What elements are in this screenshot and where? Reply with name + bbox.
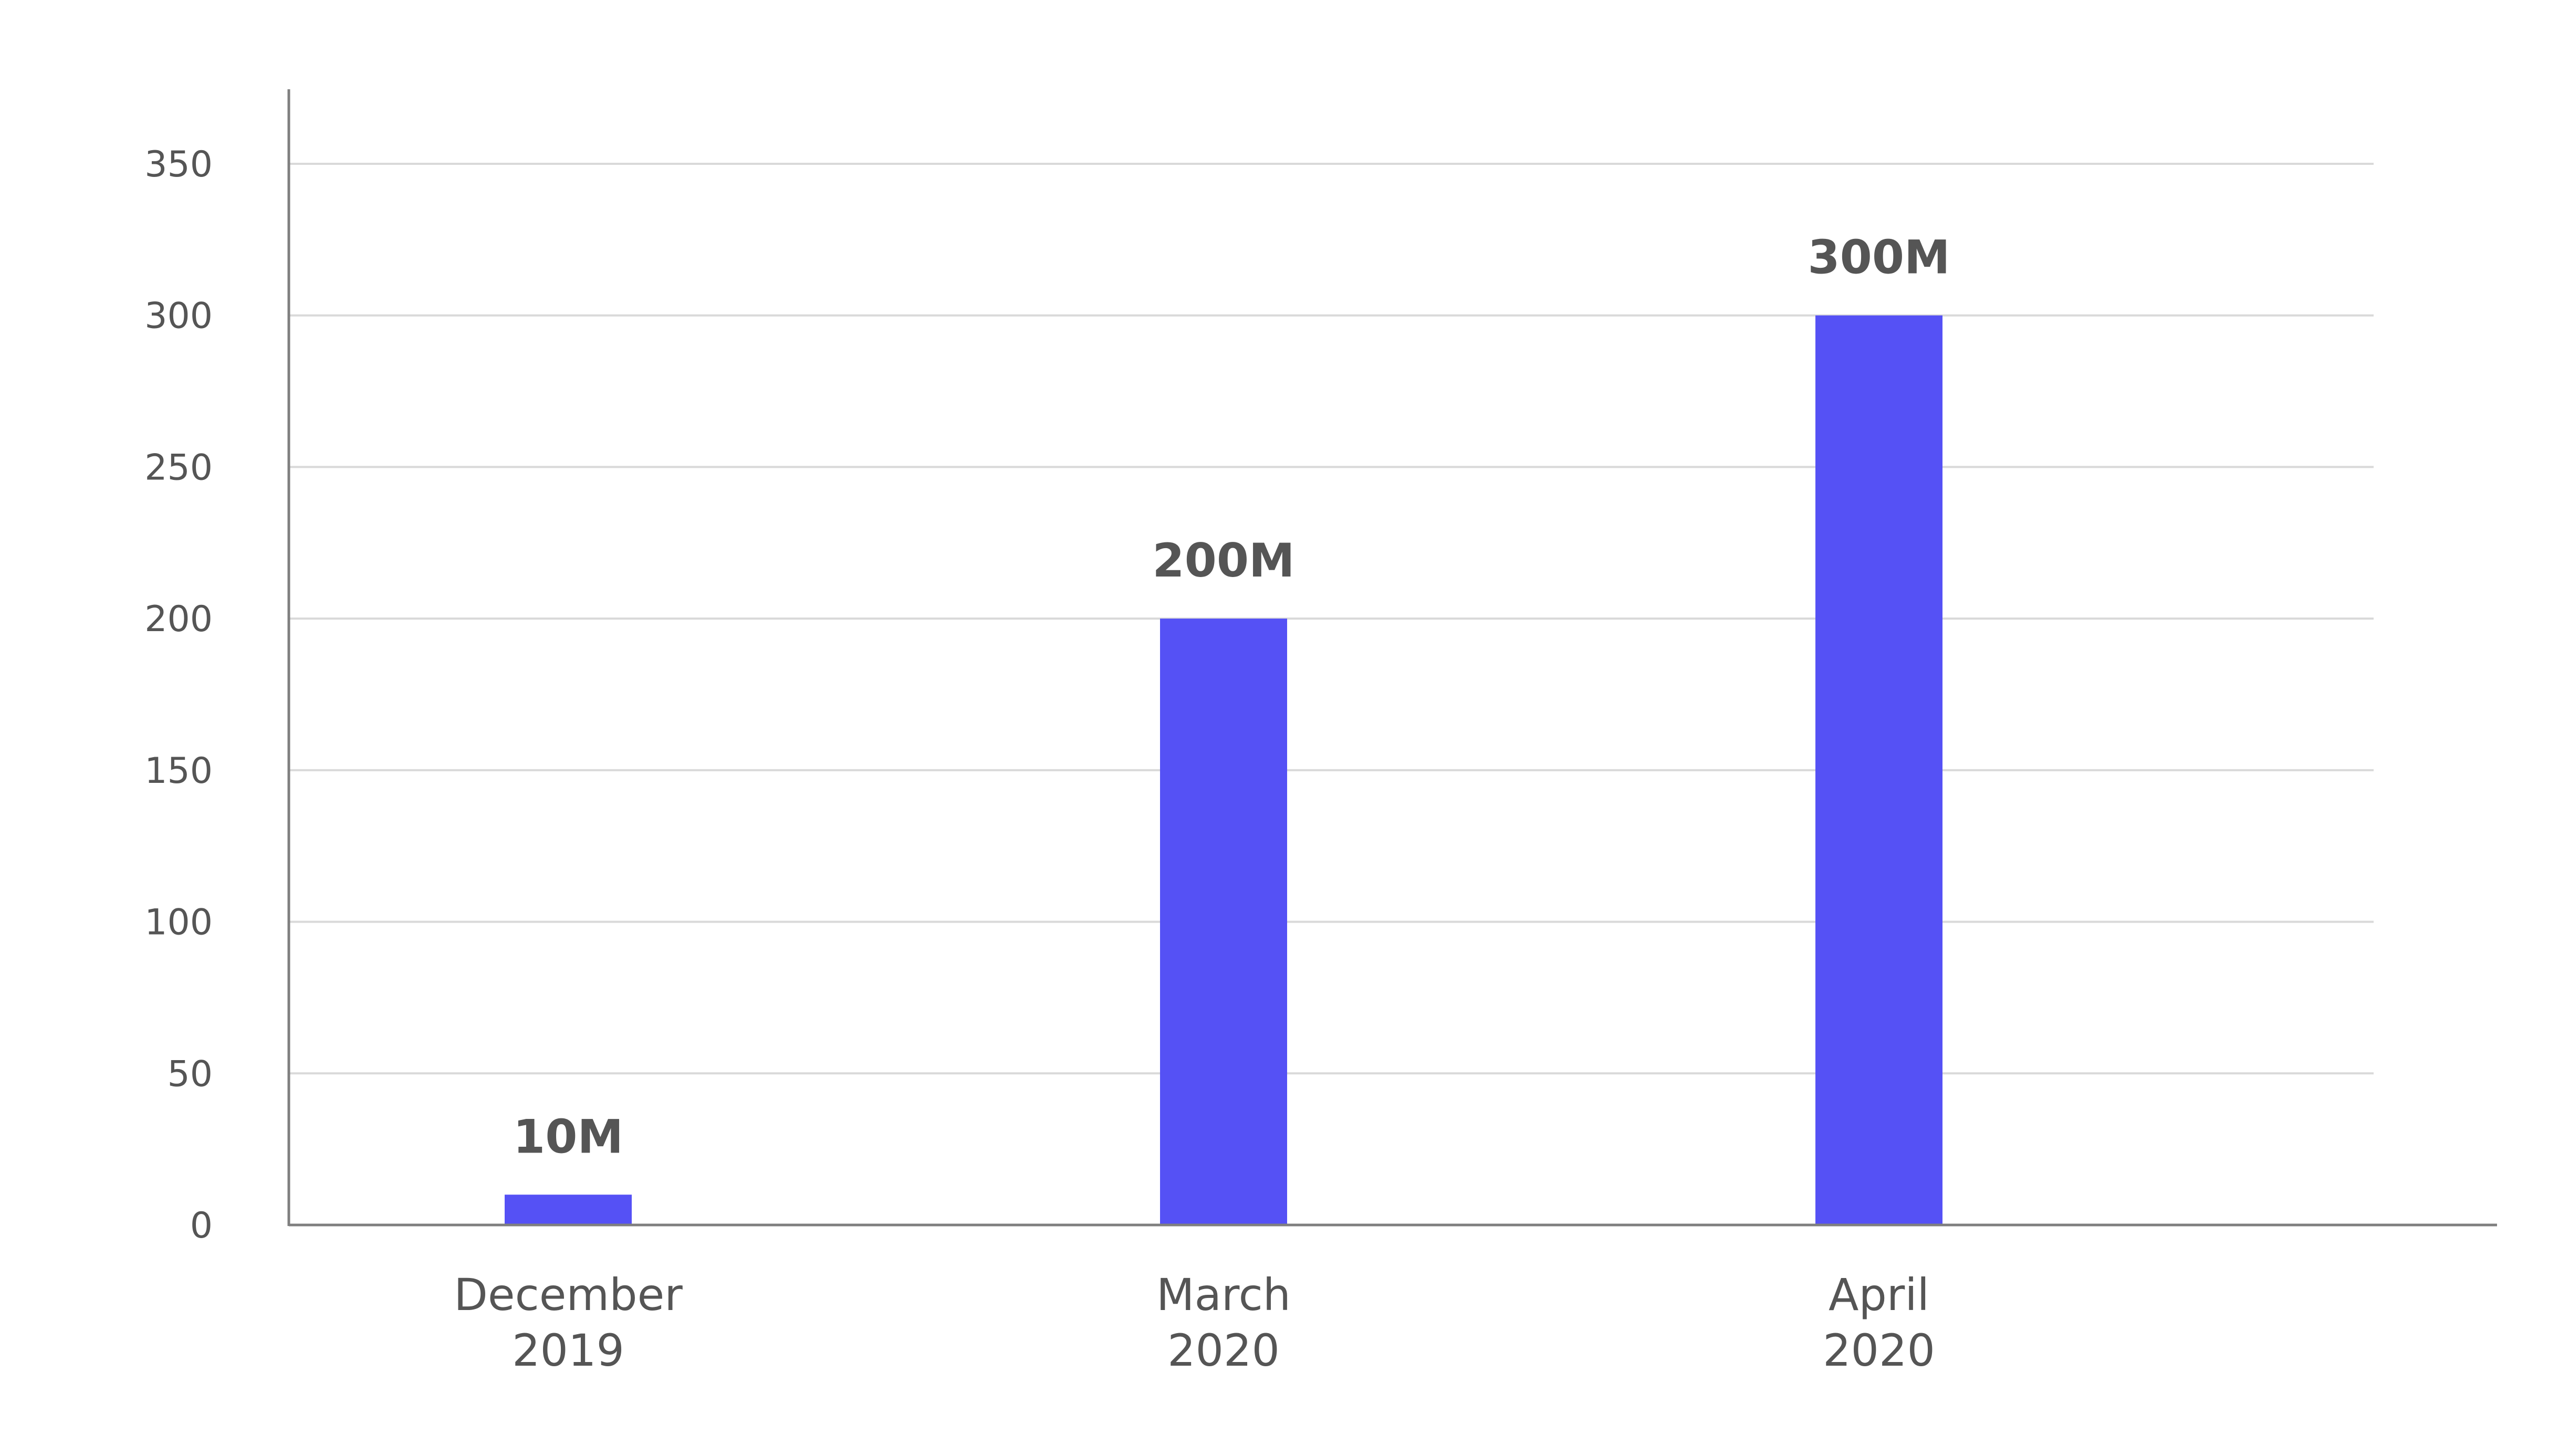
y-tick-label: 100 — [144, 902, 213, 944]
bar — [1815, 315, 1942, 1225]
y-tick-label: 200 — [144, 599, 213, 640]
y-tick-label: 0 — [190, 1205, 213, 1246]
x-category-label-line: 2019 — [512, 1325, 624, 1376]
y-tick-label: 350 — [144, 144, 213, 185]
y-tick-label: 300 — [144, 296, 213, 337]
x-category-label-line: 2020 — [1167, 1325, 1280, 1376]
x-category-label: December 2019 — [454, 1269, 683, 1376]
x-category-label-line: 2020 — [1823, 1325, 1935, 1376]
bars — [505, 315, 1942, 1225]
y-tick-label: 250 — [144, 447, 213, 488]
gridlines — [289, 163, 2374, 1075]
data-label: 200M — [1152, 533, 1294, 588]
axes — [287, 89, 2497, 1227]
bar — [505, 1195, 632, 1225]
y-tick-label: 150 — [144, 750, 213, 792]
y-tick-label: 50 — [167, 1053, 213, 1095]
x-category-label-line: December — [454, 1269, 683, 1321]
x-category-label-line: April — [1829, 1269, 1929, 1321]
y-tick-labels: 0 50 100 150 200 250 300 350 — [144, 144, 213, 1246]
data-label: 10M — [513, 1109, 623, 1164]
data-label: 300M — [1808, 231, 1950, 285]
data-labels: 10M 200M 300M — [513, 231, 1950, 1164]
x-category-label-line: March — [1156, 1269, 1291, 1321]
x-category-label: April 2020 — [1823, 1269, 1935, 1376]
x-category-label: March 2020 — [1156, 1269, 1291, 1376]
bar — [1160, 619, 1287, 1225]
